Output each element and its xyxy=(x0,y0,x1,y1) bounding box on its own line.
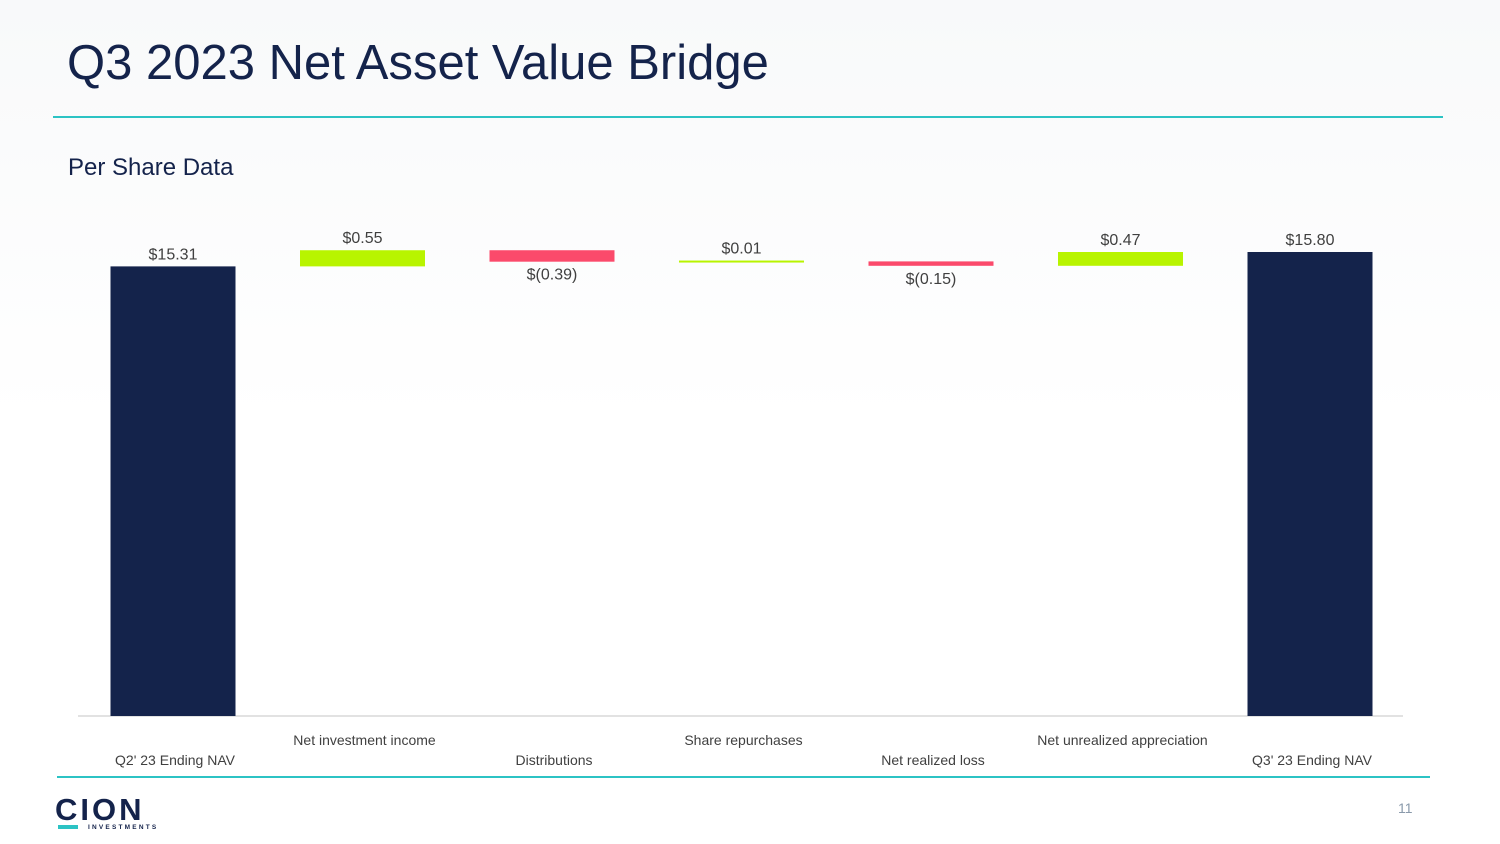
bar-net-unrealized-appreciation xyxy=(1058,252,1183,266)
footer-divider xyxy=(57,776,1430,778)
data-label: $15.80 xyxy=(1286,232,1335,249)
bar-net-realized-loss xyxy=(868,261,994,266)
category-label: Share repurchases xyxy=(684,732,802,748)
title-divider xyxy=(53,116,1443,118)
category-label: Net investment income xyxy=(293,732,436,748)
cion-logo: CION INVESTMENTS xyxy=(55,794,165,836)
bar-net-investment-income xyxy=(300,250,425,267)
category-label: Q3' 23 Ending NAV xyxy=(1252,752,1373,768)
category-label: Net unrealized appreciation xyxy=(1037,732,1207,748)
bar-q3-23-ending-nav xyxy=(1247,252,1373,716)
logo-wordmark: CION xyxy=(55,792,145,827)
page-number: 11 xyxy=(1398,800,1413,816)
bar-q2-23-ending-nav xyxy=(110,266,236,716)
data-label: $15.31 xyxy=(149,246,198,263)
bar-share-repurchases xyxy=(679,260,804,263)
data-label: $0.47 xyxy=(1100,232,1140,249)
data-label: $0.01 xyxy=(721,241,761,258)
logo-accent-bar xyxy=(58,825,78,829)
category-label: Net realized loss xyxy=(881,752,985,768)
bar-distributions xyxy=(489,250,615,262)
data-label: $0.55 xyxy=(342,230,382,247)
logo-tagline: INVESTMENTS xyxy=(88,824,159,831)
chart-subtitle: Per Share Data xyxy=(68,154,234,181)
category-label: Distributions xyxy=(515,752,592,768)
data-label: $(0.39) xyxy=(527,267,578,284)
data-label: $(0.15) xyxy=(906,271,957,288)
category-label: Q2' 23 Ending NAV xyxy=(115,752,236,768)
page-title: Q3 2023 Net Asset Value Bridge xyxy=(67,36,769,90)
